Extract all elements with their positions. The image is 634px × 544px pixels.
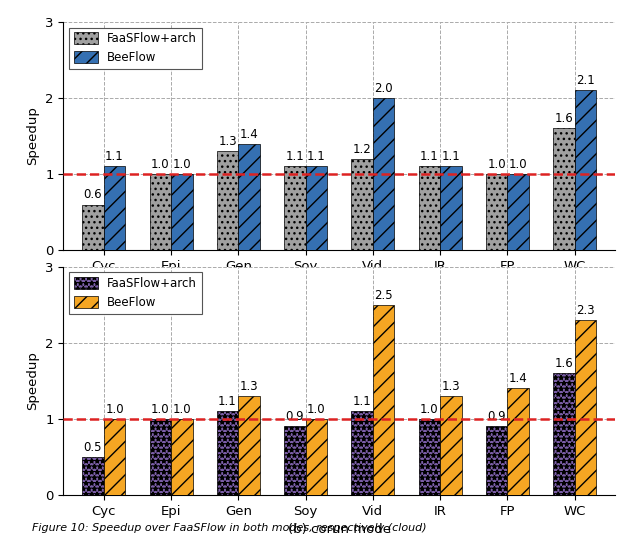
Bar bbox=[574, 90, 596, 250]
Text: 1.1: 1.1 bbox=[105, 151, 124, 163]
Legend: FaaSFlow+arch, BeeFlow: FaaSFlow+arch, BeeFlow bbox=[69, 28, 202, 69]
Bar bbox=[507, 388, 529, 495]
Bar bbox=[82, 205, 104, 250]
Text: 0.6: 0.6 bbox=[84, 189, 102, 201]
Text: 1.1: 1.1 bbox=[353, 395, 372, 408]
Text: 1.0: 1.0 bbox=[151, 158, 169, 171]
Text: 1.3: 1.3 bbox=[441, 380, 460, 393]
Text: 1.0: 1.0 bbox=[172, 403, 191, 416]
Text: 1.1: 1.1 bbox=[218, 395, 237, 408]
Text: 0.9: 0.9 bbox=[488, 411, 506, 423]
Legend: FaaSFlow+arch, BeeFlow: FaaSFlow+arch, BeeFlow bbox=[69, 273, 202, 314]
Text: 1.6: 1.6 bbox=[555, 357, 573, 370]
Text: 1.0: 1.0 bbox=[420, 403, 439, 416]
Bar bbox=[217, 151, 238, 250]
Text: 2.0: 2.0 bbox=[374, 82, 393, 95]
Bar bbox=[150, 419, 171, 495]
Text: 1.0: 1.0 bbox=[151, 403, 169, 416]
Y-axis label: Speedup: Speedup bbox=[27, 107, 39, 165]
Text: Figure 10: Speedup over FaaSFlow in both modes, respectively (cloud): Figure 10: Speedup over FaaSFlow in both… bbox=[32, 523, 426, 533]
Bar bbox=[553, 373, 574, 495]
Bar bbox=[373, 305, 394, 495]
Text: 0.9: 0.9 bbox=[285, 411, 304, 423]
Bar bbox=[306, 166, 327, 250]
Bar bbox=[171, 174, 193, 250]
Text: 1.4: 1.4 bbox=[240, 128, 259, 140]
Text: 1.0: 1.0 bbox=[488, 158, 506, 171]
Text: 2.1: 2.1 bbox=[576, 75, 595, 87]
Bar bbox=[440, 396, 462, 495]
Bar bbox=[418, 166, 440, 250]
Text: 1.3: 1.3 bbox=[218, 135, 237, 148]
Bar bbox=[306, 419, 327, 495]
Text: 2.5: 2.5 bbox=[374, 289, 393, 301]
Text: 1.0: 1.0 bbox=[509, 158, 527, 171]
Bar bbox=[238, 396, 260, 495]
Bar bbox=[150, 174, 171, 250]
Bar bbox=[217, 411, 238, 495]
Text: 1.4: 1.4 bbox=[508, 373, 527, 385]
Bar bbox=[440, 166, 462, 250]
Bar bbox=[574, 320, 596, 495]
Text: 2.3: 2.3 bbox=[576, 304, 595, 317]
Bar bbox=[418, 419, 440, 495]
X-axis label: (b) corun mode: (b) corun mode bbox=[288, 523, 391, 536]
Text: 1.0: 1.0 bbox=[307, 403, 326, 416]
Bar bbox=[486, 426, 507, 495]
Text: 1.3: 1.3 bbox=[240, 380, 259, 393]
Y-axis label: Speedup: Speedup bbox=[27, 351, 39, 410]
Text: 1.1: 1.1 bbox=[285, 151, 304, 163]
Bar bbox=[104, 419, 126, 495]
Text: 1.2: 1.2 bbox=[353, 143, 372, 156]
Text: 1.1: 1.1 bbox=[420, 151, 439, 163]
Bar bbox=[507, 174, 529, 250]
Bar bbox=[284, 166, 306, 250]
Text: 0.5: 0.5 bbox=[84, 441, 102, 454]
Bar bbox=[104, 166, 126, 250]
Bar bbox=[486, 174, 507, 250]
Bar bbox=[553, 128, 574, 250]
Bar bbox=[351, 411, 373, 495]
X-axis label: (a) single mode: (a) single mode bbox=[287, 279, 391, 292]
Bar bbox=[171, 419, 193, 495]
Bar bbox=[238, 144, 260, 250]
Text: 1.1: 1.1 bbox=[441, 151, 460, 163]
Bar bbox=[351, 159, 373, 250]
Text: 1.6: 1.6 bbox=[555, 113, 573, 125]
Text: 1.0: 1.0 bbox=[105, 403, 124, 416]
Bar bbox=[284, 426, 306, 495]
Text: 1.1: 1.1 bbox=[307, 151, 326, 163]
Text: 1.0: 1.0 bbox=[172, 158, 191, 171]
Bar bbox=[373, 98, 394, 250]
Bar bbox=[82, 457, 104, 495]
